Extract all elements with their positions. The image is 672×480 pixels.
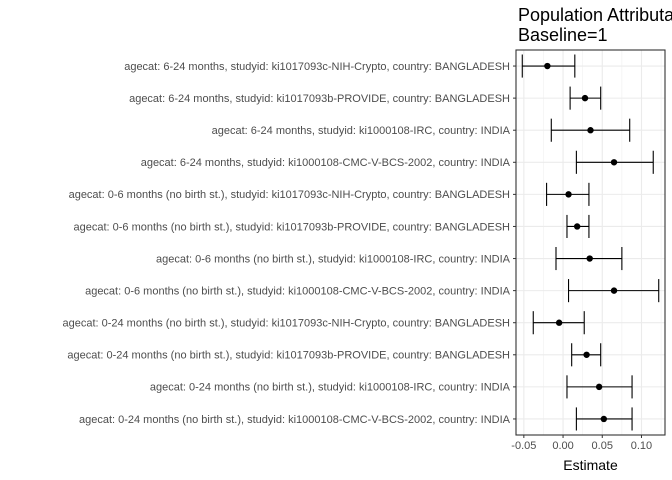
estimate-point: [583, 351, 590, 358]
x-axis-tick-label: 0.05: [592, 440, 613, 452]
estimate-point: [544, 62, 551, 70]
estimate-point: [600, 415, 608, 423]
y-axis-label: agecat: 0-24 months (no birth st.), stud…: [67, 350, 510, 362]
y-axis-labels: agecat: 6-24 months, studyid: ki1017093c…: [62, 61, 516, 426]
estimate-points: [544, 62, 618, 423]
estimate-point: [555, 319, 563, 326]
y-axis-label: agecat: 0-6 months (no birth st.), study…: [156, 253, 511, 265]
x-axis-title: Estimate: [563, 457, 618, 473]
x-axis-tick-label: 0.00: [552, 440, 573, 452]
estimate-point: [610, 287, 618, 294]
plot-panel-border: [515, 49, 666, 436]
estimate-point: [587, 127, 594, 134]
chart-subtitle: Baseline=1: [518, 25, 608, 45]
estimate-point: [573, 223, 581, 230]
x-axis-tick-label: 0.10: [631, 440, 652, 452]
estimate-point: [595, 383, 603, 391]
y-axis-label: agecat: 0-6 months (no birth st.), study…: [85, 285, 511, 297]
x-axis-tick-label: -0.05: [511, 440, 536, 452]
y-axis-label: agecat: 0-24 months (no birth st.), stud…: [150, 382, 511, 394]
plot-panel: [516, 50, 665, 435]
estimate-point: [610, 159, 618, 166]
y-axis-label: agecat: 6-24 months, studyid: ki1000108-…: [212, 125, 511, 137]
y-axis-label: agecat: 6-24 months, studyid: ki1017093c…: [124, 61, 510, 73]
y-axis-label: agecat: 0-6 months (no birth st.), study…: [69, 189, 510, 201]
y-axis-label: agecat: 0-6 months (no birth st.), study…: [73, 221, 510, 233]
chart-title: Population Attributable: [518, 5, 672, 25]
y-axis-label: agecat: 0-24 months (no birth st.), stud…: [79, 414, 511, 426]
y-axis-label: agecat: 0-24 months (no birth st.), stud…: [62, 318, 510, 330]
estimate-point: [581, 94, 589, 102]
y-axis-label: agecat: 6-24 months, studyid: ki1017093b…: [129, 93, 510, 105]
estimate-point: [565, 191, 572, 198]
x-axis-ticks: -0.05 0.00 0.05 0.10: [511, 435, 652, 452]
minor-gridlines: [543, 50, 662, 435]
y-axis-label: agecat: 6-24 months, studyid: ki1000108-…: [141, 157, 511, 169]
estimate-point: [586, 255, 593, 262]
